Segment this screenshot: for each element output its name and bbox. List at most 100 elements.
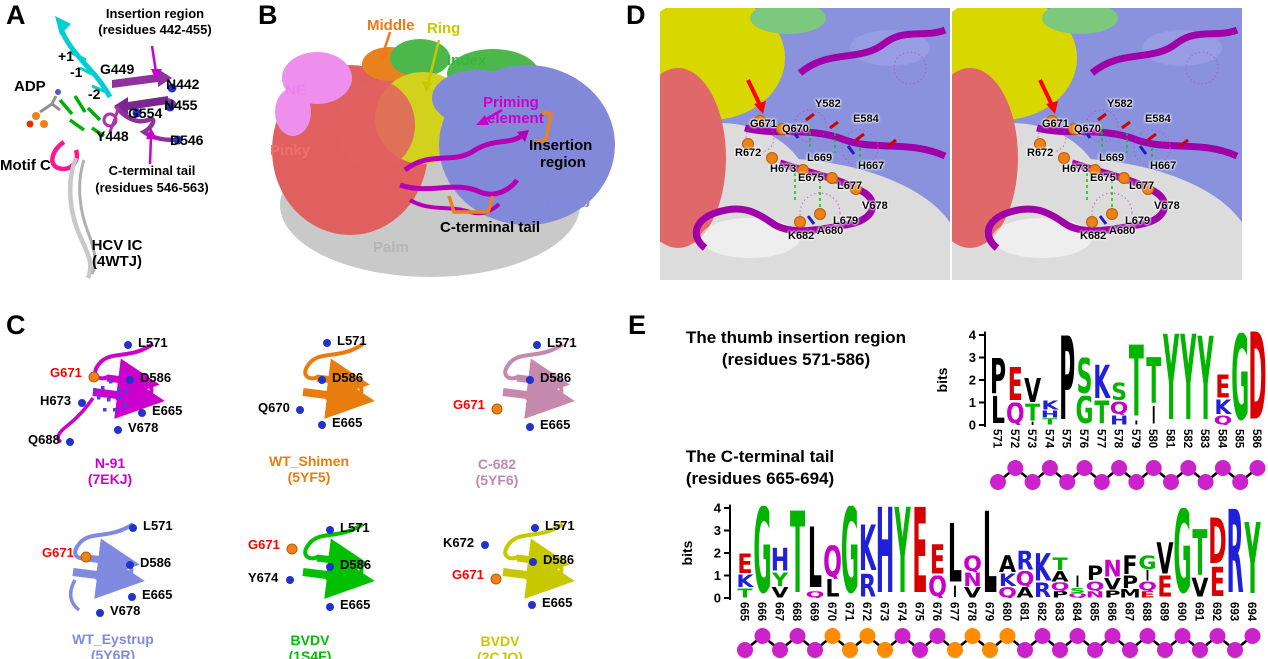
motif-c-label: Motif C xyxy=(0,157,51,174)
residue-label-q670: Q670 xyxy=(782,123,809,135)
svg-text:574: 574 xyxy=(1042,429,1054,449)
svg-text:Q: Q xyxy=(1138,579,1157,594)
svg-text:674: 674 xyxy=(895,602,907,622)
svg-text:S: S xyxy=(1111,379,1127,406)
residue-label-l679: L679 xyxy=(1125,215,1151,227)
svg-text:P: P xyxy=(1087,561,1103,585)
svg-text:P: P xyxy=(1052,589,1068,599)
residue-label-a680: A680 xyxy=(817,225,844,237)
svg-text:Q: Q xyxy=(1110,398,1129,418)
svg-text:D: D xyxy=(1248,320,1266,448)
svg-text:V: V xyxy=(1104,575,1121,594)
residue-label-e584: E584 xyxy=(1145,113,1171,125)
svg-text:Y: Y xyxy=(894,496,911,620)
logo2-title-line1: The C-terminal tail xyxy=(685,447,835,466)
svg-text:K: K xyxy=(859,513,877,586)
svg-text:S: S xyxy=(1077,348,1093,405)
svg-text:T: T xyxy=(1042,417,1058,427)
residue-label-a680: A680 xyxy=(1109,225,1136,237)
residue-label-n455: N455 xyxy=(164,97,198,113)
svg-text:Q: Q xyxy=(1214,413,1233,428)
svg-text:Q: Q xyxy=(1016,567,1035,591)
svg-text:I: I xyxy=(1135,420,1139,426)
structure-caption-hcv: HCV IC xyxy=(91,237,143,254)
svg-text:E: E xyxy=(1215,370,1230,406)
svg-text:581: 581 xyxy=(1164,429,1176,449)
svg-text:P: P xyxy=(990,348,1006,405)
svg-text:P: P xyxy=(1122,573,1138,593)
svg-text:583: 583 xyxy=(1198,429,1210,448)
svg-text:N: N xyxy=(1086,589,1105,599)
svg-text:Q: Q xyxy=(963,552,982,577)
svg-text:582: 582 xyxy=(1181,429,1193,448)
logo1-title-line1: The thumb insertion region xyxy=(685,328,907,347)
sequence-logo-thumb-insertion: 0 1 2 3 4 bits L P 571 Q E 572 I T V 573 T H K 574 P 575 G S 576… xyxy=(930,320,1268,492)
residue-label-e665: E665 xyxy=(142,587,173,602)
residue-label-l669: L669 xyxy=(1099,152,1125,164)
svg-text:681: 681 xyxy=(1018,602,1030,622)
residue-label-g671: G671 xyxy=(452,567,484,582)
residue-label-q688: Q688 xyxy=(28,432,60,447)
svg-text:A: A xyxy=(999,552,1017,578)
residue-label-g554: G554 xyxy=(128,105,163,121)
svg-text:G: G xyxy=(841,496,859,620)
residue-label-d586: D586 xyxy=(543,552,575,567)
svg-text:670: 670 xyxy=(825,602,837,621)
residue-label-g671: G671 xyxy=(1042,118,1069,130)
variant-structure-1: L571 D586 Q670 E665 xyxy=(230,310,445,485)
variant-caption-wt-eystrup: WT_Eystrup xyxy=(72,631,154,647)
svg-text:688: 688 xyxy=(1140,602,1152,622)
adp-label: ADP xyxy=(14,78,46,95)
svg-text:E: E xyxy=(912,496,927,620)
svg-text:585: 585 xyxy=(1233,429,1245,449)
svg-text:Q: Q xyxy=(1086,579,1105,594)
variant-structure-2: L571 D586 G671 E665 xyxy=(430,310,645,485)
svg-text:E: E xyxy=(1140,589,1155,599)
svg-text:3: 3 xyxy=(714,523,721,538)
svg-text:Q: Q xyxy=(1068,592,1087,599)
svg-text:678: 678 xyxy=(965,602,977,622)
residue-label-e584: E584 xyxy=(853,113,879,125)
residue-label-e665: E665 xyxy=(152,403,183,418)
svg-text:T: T xyxy=(1129,326,1144,439)
svg-text:E: E xyxy=(1008,359,1023,411)
priming-element-label-line1: Priming xyxy=(483,94,539,111)
svg-text:R: R xyxy=(1016,546,1033,576)
panel-d: D G671 Q670 Y582 E584 R672 L669 H667 H673 E675 L6… xyxy=(620,0,1268,300)
svg-text:G: G xyxy=(1231,320,1249,447)
residue-label-e665: E665 xyxy=(332,415,363,430)
svg-text:1: 1 xyxy=(714,568,721,583)
panel-b: B Middle Ring Ind xyxy=(255,0,620,300)
logo2-title-line2: (residues 665-694) xyxy=(685,469,835,488)
svg-text:571: 571 xyxy=(991,429,1003,449)
residue-label-y582: Y582 xyxy=(815,98,841,110)
svg-text:R: R xyxy=(1226,496,1243,620)
sequence-logo-cterminal-tail: 0 1 2 3 4 bits T K E 665 G 666 V Y H 667 T 668 Q L 669 L Q 670 G… xyxy=(680,496,1268,659)
svg-text:2: 2 xyxy=(714,546,721,561)
variant-caption-pdb-5y6r: (5Y6R) xyxy=(90,647,136,659)
panel-e-letter: E xyxy=(628,310,647,340)
svg-text:K: K xyxy=(1214,396,1232,419)
svg-text:D: D xyxy=(1208,506,1226,579)
svg-text:E: E xyxy=(737,548,752,580)
svg-text:I: I xyxy=(1146,568,1150,584)
svg-text:V: V xyxy=(771,585,789,601)
svg-text:H: H xyxy=(1041,409,1059,421)
svg-text:V: V xyxy=(1156,534,1174,584)
residue-label-d586: D586 xyxy=(332,370,364,385)
svg-text:I: I xyxy=(1152,403,1156,431)
svg-text:L: L xyxy=(983,496,997,619)
insertion-region-annotation: Insertion region xyxy=(105,6,205,21)
residue-label-y448: Y448 xyxy=(96,128,129,144)
svg-text:Y: Y xyxy=(1163,320,1179,447)
residue-label-l669: L669 xyxy=(807,152,833,164)
svg-text:666: 666 xyxy=(755,602,767,621)
svg-text:683: 683 xyxy=(1053,602,1065,621)
residue-label-v678: V678 xyxy=(128,420,159,435)
svg-text:T: T xyxy=(737,586,753,601)
svg-text:T: T xyxy=(790,496,805,619)
residue-label-l571: L571 xyxy=(138,335,168,350)
svg-text:E: E xyxy=(1157,571,1172,604)
svg-text:R: R xyxy=(859,569,876,605)
